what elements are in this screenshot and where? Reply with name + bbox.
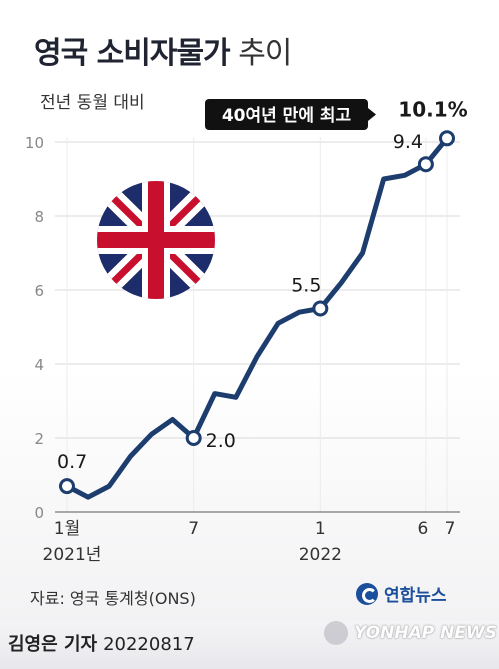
reporter-name: 김영은 기자 (8, 634, 98, 655)
x-tick-label: 6 (417, 519, 428, 539)
yonhap-logo-icon (356, 582, 378, 605)
data-marker (439, 130, 455, 147)
yonhap-logo: 연합뉴스 (356, 581, 447, 606)
logo-text: 연합뉴스 (384, 586, 447, 606)
source-note: 자료: 영국 통계청(ONS) (30, 589, 196, 608)
y-tick-label: 10 (25, 134, 44, 152)
data-marker (185, 430, 202, 446)
x-tick-year-label: 2022 (299, 545, 342, 565)
watermark: YONHAP NEWS (324, 621, 497, 645)
x-tick-label: 7 (188, 519, 199, 539)
y-tick-label: 6 (34, 282, 44, 300)
callout-badge: 40여년 만에 최고 (205, 99, 376, 130)
series-line (64, 135, 450, 500)
data-labels: 0.7 2.0 5.5 9.4 10.1% (57, 97, 468, 473)
callout-pointer (368, 108, 376, 121)
union-jack-icon (97, 181, 215, 299)
data-marker (312, 300, 329, 317)
watermark-icon (324, 621, 348, 645)
page-title: 영국 소비자물가 추이 (34, 28, 292, 72)
publish-date: 20220817 (103, 634, 195, 655)
y-tick-label: 2 (34, 430, 44, 448)
y-tick-labels: 0 2 4 6 8 10 (25, 134, 44, 522)
title-normal: 추이 (238, 36, 292, 71)
data-label: 0.7 (57, 451, 87, 473)
callout-background (205, 99, 368, 130)
data-markers (59, 130, 455, 495)
footer-bar (0, 621, 499, 669)
y-tick-label: 0 (34, 504, 44, 522)
data-label: 9.4 (393, 131, 423, 153)
x-tick-label: 7 (445, 519, 456, 539)
y-tick-label: 4 (34, 356, 44, 374)
watermark-text: YONHAP NEWS (354, 623, 497, 643)
data-marker (59, 478, 75, 495)
x-tick-year-label: 2021년 (43, 545, 102, 565)
y-axis-label: 전년 동월 대비 (40, 93, 145, 113)
data-label: 2.0 (206, 430, 236, 452)
data-marker (417, 156, 434, 173)
y-tick-label: 8 (34, 208, 44, 226)
callout-text: 40여년 만에 최고 (222, 106, 352, 126)
x-tick-label: 1월 (54, 519, 80, 539)
x-tick-label: 1 (315, 519, 326, 539)
grid-lines (55, 137, 460, 512)
data-label: 10.1% (398, 97, 467, 121)
title-bold: 영국 소비자물가 (34, 36, 231, 71)
byline: 김영은 기자 20220817 (8, 630, 195, 656)
data-label: 5.5 (291, 275, 321, 297)
